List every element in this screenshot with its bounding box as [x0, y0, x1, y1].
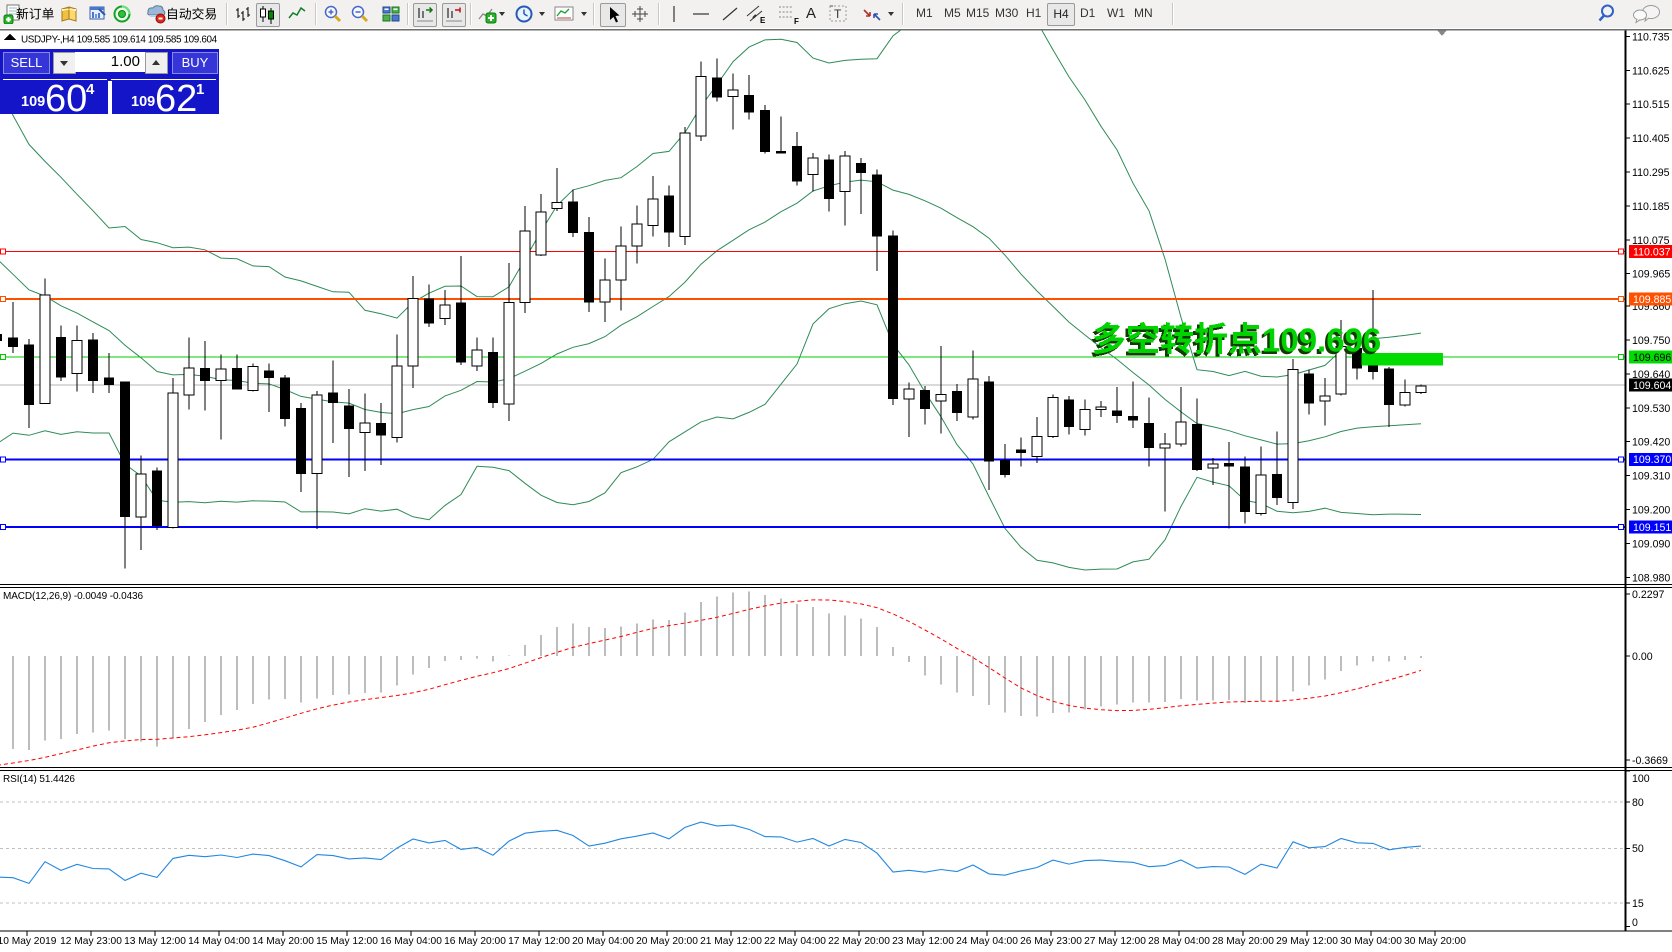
svg-text:24 May 04:00: 24 May 04:00 — [956, 936, 1018, 947]
svg-text:22 May 20:00: 22 May 20:00 — [828, 936, 890, 947]
svg-text:0: 0 — [1632, 917, 1638, 929]
svg-text:28 May 20:00: 28 May 20:00 — [1212, 936, 1274, 947]
svg-text:110.405: 110.405 — [1632, 133, 1670, 145]
svg-text:23 May 12:00: 23 May 12:00 — [892, 936, 954, 947]
svg-text:110.295: 110.295 — [1632, 167, 1670, 179]
svg-text:16 May 20:00: 16 May 20:00 — [444, 936, 506, 947]
svg-text:80: 80 — [1632, 797, 1644, 809]
svg-text:27 May 12:00: 27 May 12:00 — [1084, 936, 1146, 947]
svg-text:29 May 12:00: 29 May 12:00 — [1276, 936, 1338, 947]
svg-text:0.00: 0.00 — [1632, 651, 1653, 663]
svg-text:110.515: 110.515 — [1632, 99, 1670, 111]
svg-text:17 May 12:00: 17 May 12:00 — [508, 936, 570, 947]
svg-text:50: 50 — [1632, 843, 1644, 855]
svg-text:110.185: 110.185 — [1632, 201, 1670, 213]
svg-text:110.075: 110.075 — [1632, 235, 1670, 247]
svg-text:109.151: 109.151 — [1633, 522, 1671, 534]
svg-text:14 May 04:00: 14 May 04:00 — [188, 936, 250, 947]
svg-text:20 May 20:00: 20 May 20:00 — [636, 936, 698, 947]
svg-text:T: T — [834, 7, 842, 21]
svg-text:0.2297: 0.2297 — [1632, 589, 1665, 601]
svg-text:USDJPY-,H4 109.585 109.614 10: USDJPY-,H4 109.585 109.614 109.585 109.6… — [21, 35, 218, 46]
svg-text:22 May 04:00: 22 May 04:00 — [764, 936, 826, 947]
svg-text:109.750: 109.750 — [1632, 335, 1670, 347]
svg-text:100: 100 — [1632, 773, 1650, 785]
svg-text:109.885: 109.885 — [1633, 294, 1671, 306]
svg-text:109.200: 109.200 — [1632, 505, 1670, 517]
svg-text:16 May 04:00: 16 May 04:00 — [380, 936, 442, 947]
svg-text:20 May 04:00: 20 May 04:00 — [572, 936, 634, 947]
svg-text:110.735: 110.735 — [1632, 31, 1670, 43]
svg-text:110.037: 110.037 — [1633, 246, 1671, 258]
svg-text:15: 15 — [1632, 898, 1644, 910]
svg-text:109.090: 109.090 — [1632, 538, 1670, 550]
svg-text:109.696: 109.696 — [1262, 322, 1381, 359]
svg-text:F: F — [794, 17, 799, 26]
svg-text:10 May 2019: 10 May 2019 — [0, 936, 57, 947]
svg-text:109.310: 109.310 — [1632, 471, 1670, 483]
svg-text:109.696: 109.696 — [1260, 324, 1379, 361]
svg-text:-0.3669: -0.3669 — [1632, 755, 1668, 767]
svg-text:15 May 12:00: 15 May 12:00 — [316, 936, 378, 947]
svg-text:109.965: 109.965 — [1632, 269, 1670, 281]
svg-text:109.370: 109.370 — [1633, 454, 1671, 466]
svg-text:30 May 20:00: 30 May 20:00 — [1404, 936, 1466, 947]
svg-text:28 May 04:00: 28 May 04:00 — [1148, 936, 1210, 947]
svg-text:109.420: 109.420 — [1632, 437, 1670, 449]
svg-text:RSI(14) 51.4426: RSI(14) 51.4426 — [3, 774, 75, 785]
svg-text:109.530: 109.530 — [1632, 403, 1670, 415]
svg-text:12 May 23:00: 12 May 23:00 — [60, 936, 122, 947]
svg-text:MACD(12,26,9) -0.0049 -0.0436: MACD(12,26,9) -0.0049 -0.0436 — [3, 591, 143, 602]
svg-text:30 May 04:00: 30 May 04:00 — [1340, 936, 1402, 947]
svg-text:21 May 12:00: 21 May 12:00 — [700, 936, 762, 947]
svg-text:13 May 12:00: 13 May 12:00 — [124, 936, 186, 947]
svg-text:E: E — [760, 16, 766, 25]
svg-text:108.980: 108.980 — [1632, 572, 1670, 584]
svg-text:109.640: 109.640 — [1632, 369, 1670, 381]
svg-text:109.604: 109.604 — [1633, 380, 1671, 392]
svg-text:26 May 23:00: 26 May 23:00 — [1020, 936, 1082, 947]
svg-text:109.696: 109.696 — [1633, 352, 1671, 364]
svg-text:110.625: 110.625 — [1632, 65, 1670, 77]
svg-text:14 May 20:00: 14 May 20:00 — [252, 936, 314, 947]
